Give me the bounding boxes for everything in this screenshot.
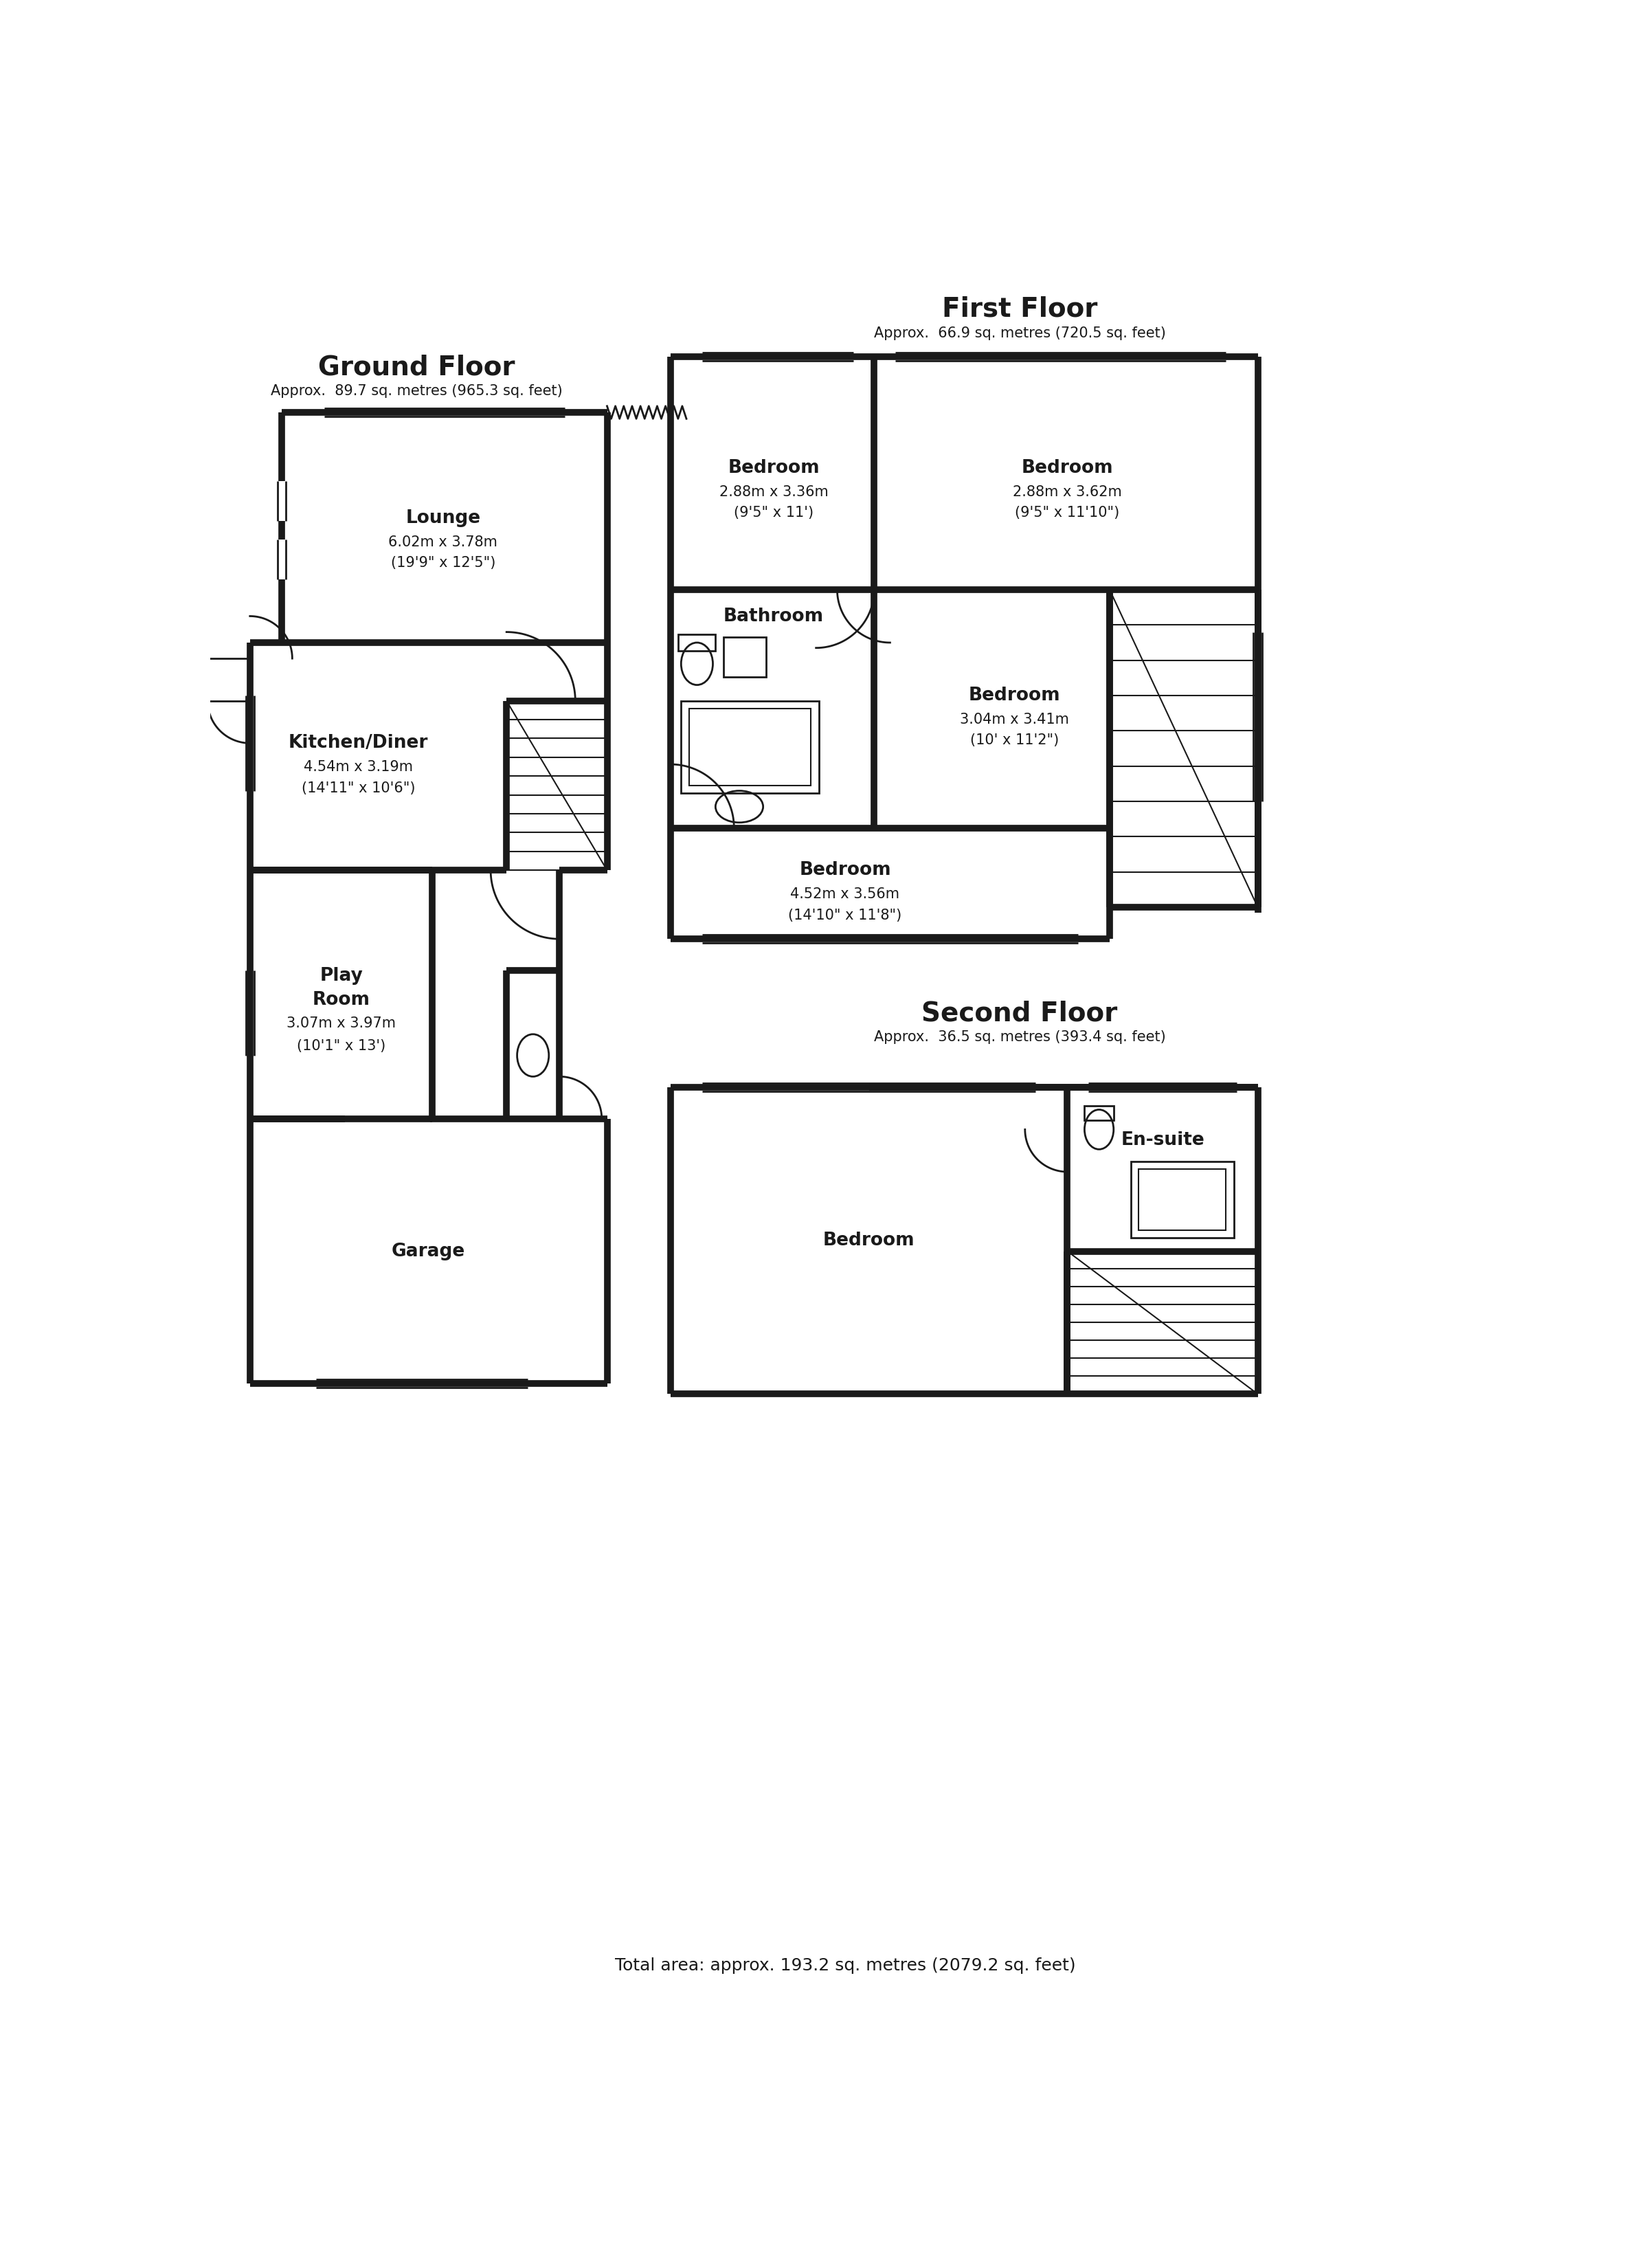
Text: Approx.  89.7 sq. metres (965.3 sq. feet): Approx. 89.7 sq. metres (965.3 sq. feet)	[270, 383, 562, 399]
Bar	[689, 708, 811, 785]
Text: Total area: approx. 193.2 sq. metres (2079.2 sq. feet): Total area: approx. 193.2 sq. metres (20…	[615, 1957, 1075, 1973]
Text: (14'11" x 10'6"): (14'11" x 10'6")	[302, 780, 416, 796]
Text: (10' x 11'2"): (10' x 11'2")	[970, 733, 1059, 748]
Text: Bathroom: Bathroom	[724, 608, 824, 626]
Text: 4.52m x 3.56m: 4.52m x 3.56m	[790, 887, 900, 900]
Text: 2.88m x 3.62m: 2.88m x 3.62m	[1012, 485, 1121, 499]
Text: Approx.  66.9 sq. metres (720.5 sq. feet): Approx. 66.9 sq. metres (720.5 sq. feet)	[874, 327, 1166, 340]
Text: (19'9" x 12'5"): (19'9" x 12'5")	[391, 556, 495, 569]
Text: Ground Floor: Ground Floor	[318, 354, 514, 381]
Text: 6.02m x 3.78m: 6.02m x 3.78m	[389, 535, 498, 549]
Text: Garage: Garage	[391, 1243, 465, 1261]
Text: Lounge: Lounge	[406, 510, 480, 526]
Text: (9'5" x 11'): (9'5" x 11')	[734, 506, 813, 519]
Text: Bedroom: Bedroom	[727, 458, 820, 476]
Bar	[1085, 1107, 1113, 1120]
Bar	[678, 635, 716, 651]
Text: 4.54m x 3.19m: 4.54m x 3.19m	[303, 760, 412, 773]
Text: Second Floor: Second Floor	[922, 1000, 1118, 1025]
Text: Play: Play	[320, 966, 363, 984]
Text: Room: Room	[313, 991, 371, 1009]
Bar	[681, 701, 818, 794]
Text: (10'1" x 13'): (10'1" x 13')	[297, 1039, 386, 1052]
Bar	[1131, 1161, 1233, 1238]
Text: (14'10" x 11'8"): (14'10" x 11'8")	[788, 907, 902, 923]
Text: Bedroom: Bedroom	[823, 1232, 915, 1250]
Text: (9'5" x 11'10"): (9'5" x 11'10")	[1016, 506, 1120, 519]
Text: Bedroom: Bedroom	[968, 687, 1060, 705]
Text: First Floor: First Floor	[942, 297, 1098, 322]
Text: 2.88m x 3.36m: 2.88m x 3.36m	[719, 485, 828, 499]
Text: Bedroom: Bedroom	[800, 862, 890, 880]
Bar	[1139, 1170, 1227, 1229]
Bar	[724, 637, 765, 678]
Text: Approx.  36.5 sq. metres (393.4 sq. feet): Approx. 36.5 sq. metres (393.4 sq. feet)	[874, 1030, 1166, 1043]
Text: 3.04m x 3.41m: 3.04m x 3.41m	[960, 712, 1069, 726]
Text: Bedroom: Bedroom	[1021, 458, 1113, 476]
Text: En-suite: En-suite	[1121, 1132, 1204, 1150]
Text: 3.07m x 3.97m: 3.07m x 3.97m	[287, 1016, 396, 1030]
Text: Kitchen/Diner: Kitchen/Diner	[289, 735, 429, 753]
